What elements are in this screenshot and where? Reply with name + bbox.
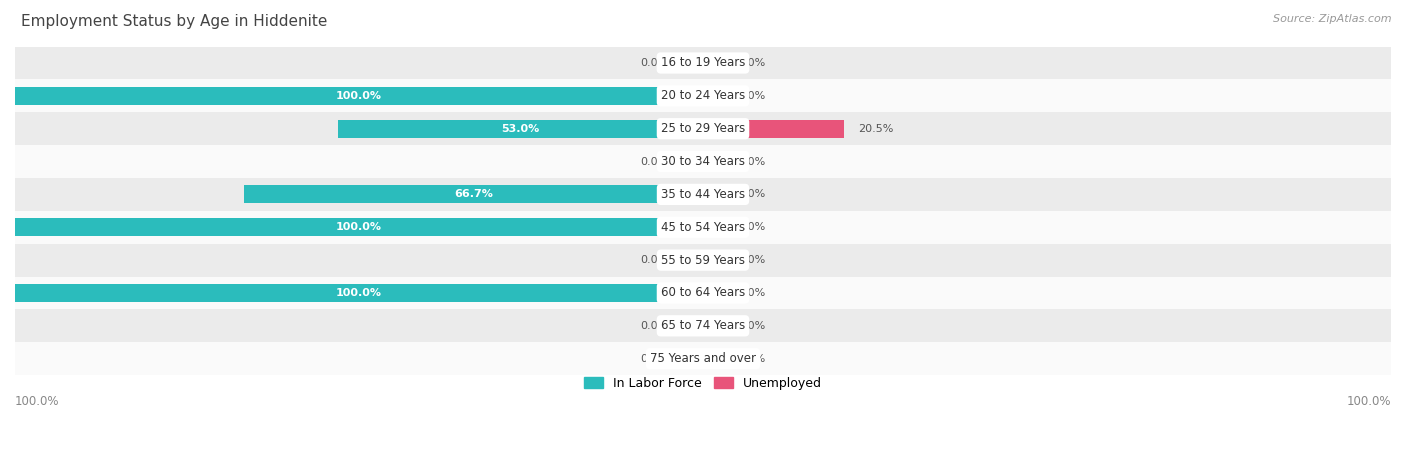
Bar <box>675 54 703 72</box>
Bar <box>703 87 731 105</box>
Text: 0.0%: 0.0% <box>640 354 669 364</box>
Text: 0.0%: 0.0% <box>640 321 669 331</box>
Text: 0.0%: 0.0% <box>737 255 766 265</box>
Bar <box>675 251 703 269</box>
Text: 55 to 59 Years: 55 to 59 Years <box>661 253 745 267</box>
Text: 0.0%: 0.0% <box>737 321 766 331</box>
Text: 16 to 19 Years: 16 to 19 Years <box>661 56 745 69</box>
Text: 65 to 74 Years: 65 to 74 Years <box>661 319 745 332</box>
Text: 35 to 44 Years: 35 to 44 Years <box>661 188 745 201</box>
Bar <box>675 152 703 170</box>
Bar <box>703 251 731 269</box>
Bar <box>703 284 731 302</box>
Text: 0.0%: 0.0% <box>737 58 766 68</box>
Bar <box>15 211 1391 244</box>
Bar <box>15 112 1391 145</box>
Text: 60 to 64 Years: 60 to 64 Years <box>661 286 745 299</box>
Bar <box>245 185 703 203</box>
Bar <box>703 350 731 368</box>
Bar <box>15 244 1391 276</box>
Text: 20 to 24 Years: 20 to 24 Years <box>661 89 745 102</box>
Text: 20.5%: 20.5% <box>858 124 893 133</box>
Text: 66.7%: 66.7% <box>454 189 494 199</box>
Bar <box>15 145 1391 178</box>
Bar <box>15 178 1391 211</box>
Text: 45 to 54 Years: 45 to 54 Years <box>661 221 745 234</box>
Text: 25 to 29 Years: 25 to 29 Years <box>661 122 745 135</box>
Bar <box>703 185 731 203</box>
Bar <box>15 218 703 236</box>
Bar <box>675 350 703 368</box>
Bar <box>703 120 844 138</box>
Text: 0.0%: 0.0% <box>737 156 766 166</box>
Bar <box>703 54 731 72</box>
Bar <box>703 317 731 335</box>
Text: 100.0%: 100.0% <box>336 91 382 101</box>
Text: 100.0%: 100.0% <box>15 395 59 408</box>
Text: 0.0%: 0.0% <box>640 58 669 68</box>
Bar <box>339 120 703 138</box>
Bar <box>15 79 1391 112</box>
Text: 0.0%: 0.0% <box>737 189 766 199</box>
Bar <box>703 218 731 236</box>
Legend: In Labor Force, Unemployed: In Labor Force, Unemployed <box>579 372 827 395</box>
Text: 75 Years and over: 75 Years and over <box>650 352 756 365</box>
Text: 0.0%: 0.0% <box>737 354 766 364</box>
Text: 0.0%: 0.0% <box>640 255 669 265</box>
Bar <box>15 284 703 302</box>
Text: Employment Status by Age in Hiddenite: Employment Status by Age in Hiddenite <box>21 14 328 28</box>
Text: 100.0%: 100.0% <box>336 288 382 298</box>
Bar <box>15 87 703 105</box>
Bar <box>15 309 1391 342</box>
Text: 0.0%: 0.0% <box>737 91 766 101</box>
Text: Source: ZipAtlas.com: Source: ZipAtlas.com <box>1274 14 1392 23</box>
Text: 30 to 34 Years: 30 to 34 Years <box>661 155 745 168</box>
Bar <box>703 152 731 170</box>
Bar <box>15 276 1391 309</box>
Text: 0.0%: 0.0% <box>737 222 766 232</box>
Text: 0.0%: 0.0% <box>640 156 669 166</box>
Text: 0.0%: 0.0% <box>737 288 766 298</box>
Text: 53.0%: 53.0% <box>502 124 540 133</box>
Bar <box>675 317 703 335</box>
Bar <box>15 46 1391 79</box>
Bar <box>15 342 1391 375</box>
Text: 100.0%: 100.0% <box>336 222 382 232</box>
Text: 100.0%: 100.0% <box>1347 395 1391 408</box>
